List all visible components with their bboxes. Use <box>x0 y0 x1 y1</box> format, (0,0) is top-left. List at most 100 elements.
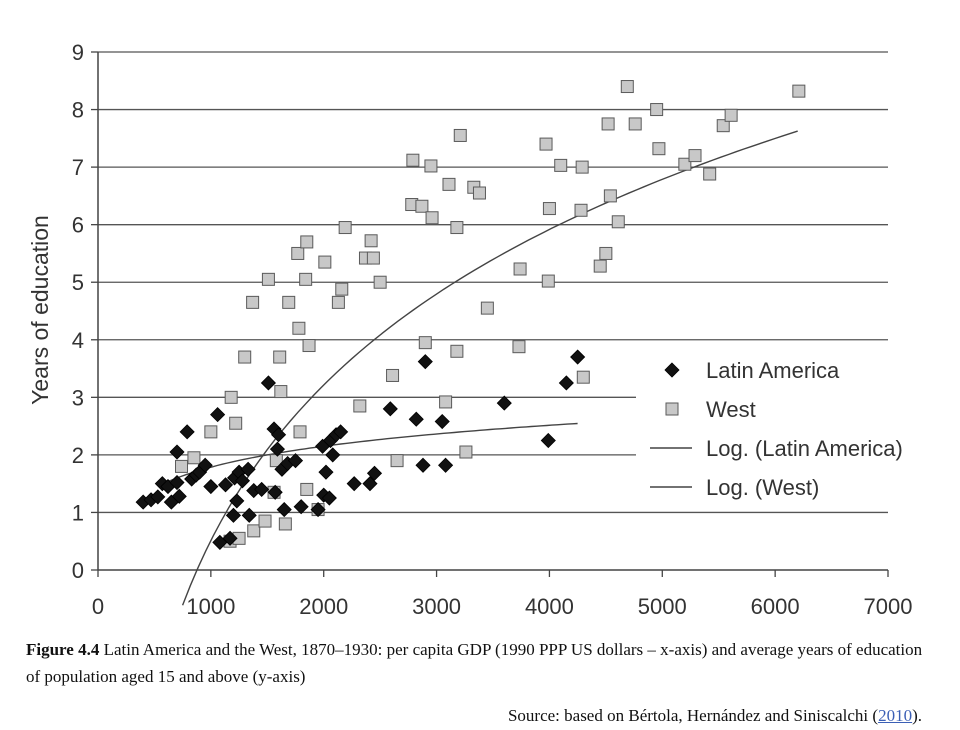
west-point <box>678 157 692 171</box>
latin-america-point <box>276 502 292 518</box>
latin-america-point <box>197 457 213 473</box>
west-point <box>229 416 243 430</box>
latin-america-point <box>325 447 341 463</box>
west-point <box>575 160 589 174</box>
west-point <box>716 119 730 133</box>
west-point <box>300 235 314 249</box>
legend-label: West <box>706 397 756 422</box>
west-point <box>204 425 218 439</box>
west-point <box>390 454 404 468</box>
west-point <box>331 295 345 309</box>
y-tick-label: 9 <box>72 40 84 65</box>
latin-america-point <box>225 507 241 523</box>
west-point <box>620 80 634 94</box>
west-point <box>480 301 494 315</box>
legend: Latin America West Log. (Latin America) Log… <box>636 344 936 502</box>
source-note: Source: based on Bértola, Hernández and … <box>508 706 922 726</box>
latin-america-point <box>203 478 219 495</box>
source-prefix: Source: based on Bértola, Hernández and … <box>507 706 879 725</box>
y-tick-label: 2 <box>72 443 84 468</box>
figure-caption: Figure 4.4 Latin America and the West, 1… <box>26 636 938 690</box>
latin-america-point <box>269 441 286 457</box>
west-point <box>261 272 275 286</box>
west-point <box>373 275 387 289</box>
west-point <box>386 368 400 382</box>
source-suffix: ). <box>912 706 922 725</box>
west-point <box>724 108 738 122</box>
west-point <box>459 445 473 459</box>
y-tick-label: 7 <box>72 155 84 180</box>
latin-america-point <box>362 476 378 492</box>
west-point <box>792 84 806 98</box>
latin-america-point <box>150 489 166 505</box>
west-point <box>364 234 378 248</box>
y-tick-label: 0 <box>72 558 84 583</box>
trendline <box>165 422 578 484</box>
y-tick-label: 8 <box>72 98 84 123</box>
west-point <box>246 295 260 309</box>
latin-america-point <box>234 473 251 489</box>
west-point <box>335 282 349 296</box>
latin-america-point <box>210 407 226 423</box>
west-point <box>542 202 556 216</box>
west-point <box>541 274 555 288</box>
west-point <box>576 370 590 384</box>
latin-america-point <box>408 411 424 427</box>
x-tick-label: 7000 <box>864 594 913 619</box>
west-point <box>652 142 666 156</box>
latin-america-point <box>254 481 270 497</box>
latin-america-point <box>346 476 362 492</box>
legend-marker <box>664 362 680 378</box>
tick-labels: 0 1 2 3 4 5 6 7 8 9 0 1000 2000 3000 4000 5000 6000 7000 <box>72 40 913 619</box>
west-point <box>415 199 429 213</box>
legend-label: Log. (Latin America) <box>706 436 903 461</box>
latin-america-point <box>240 461 256 477</box>
west-point <box>299 272 313 286</box>
west-point <box>292 321 306 335</box>
west-point <box>224 390 238 404</box>
latin-america-point <box>318 464 334 480</box>
west-point <box>611 215 625 229</box>
west-point <box>650 103 664 117</box>
west-point <box>424 159 438 173</box>
west-point <box>187 451 201 465</box>
latin-america-point <box>169 444 185 460</box>
latin-america-point <box>267 484 283 500</box>
west-point <box>338 221 352 235</box>
latin-america-point <box>169 474 185 491</box>
data-points <box>135 80 806 550</box>
latin-america-point <box>417 354 433 370</box>
y-tick-label: 3 <box>72 385 84 410</box>
latin-america-point <box>179 424 195 440</box>
west-point <box>472 186 486 200</box>
west-point <box>258 514 272 528</box>
axes <box>91 51 889 577</box>
latin-america-point <box>271 427 287 443</box>
west-point <box>293 425 307 439</box>
latin-america-point <box>570 349 586 365</box>
west-point <box>539 137 553 151</box>
west-point <box>406 153 420 167</box>
source-year-link[interactable]: 2010 <box>878 706 913 725</box>
latin-america-point <box>217 477 234 493</box>
latin-america-point <box>310 502 326 518</box>
latin-america-point <box>287 453 304 469</box>
legend-marker <box>665 402 679 416</box>
legend-label: Log. (West) <box>706 475 819 500</box>
west-point <box>512 340 526 354</box>
latin-america-point <box>540 432 556 449</box>
x-tick-label: 6000 <box>751 594 800 619</box>
west-point <box>273 350 287 364</box>
y-axis-label: Years of education <box>27 215 53 405</box>
west-point <box>238 350 252 364</box>
latin-america-point <box>321 490 337 506</box>
west-point <box>450 221 464 235</box>
latin-america-point <box>171 488 187 504</box>
legend-label: Latin America <box>706 358 840 383</box>
west-point <box>450 344 464 358</box>
x-tick-label: 2000 <box>299 594 348 619</box>
west-point <box>603 189 617 203</box>
west-point <box>366 251 380 265</box>
trendline <box>181 130 798 606</box>
west-point <box>593 259 607 273</box>
